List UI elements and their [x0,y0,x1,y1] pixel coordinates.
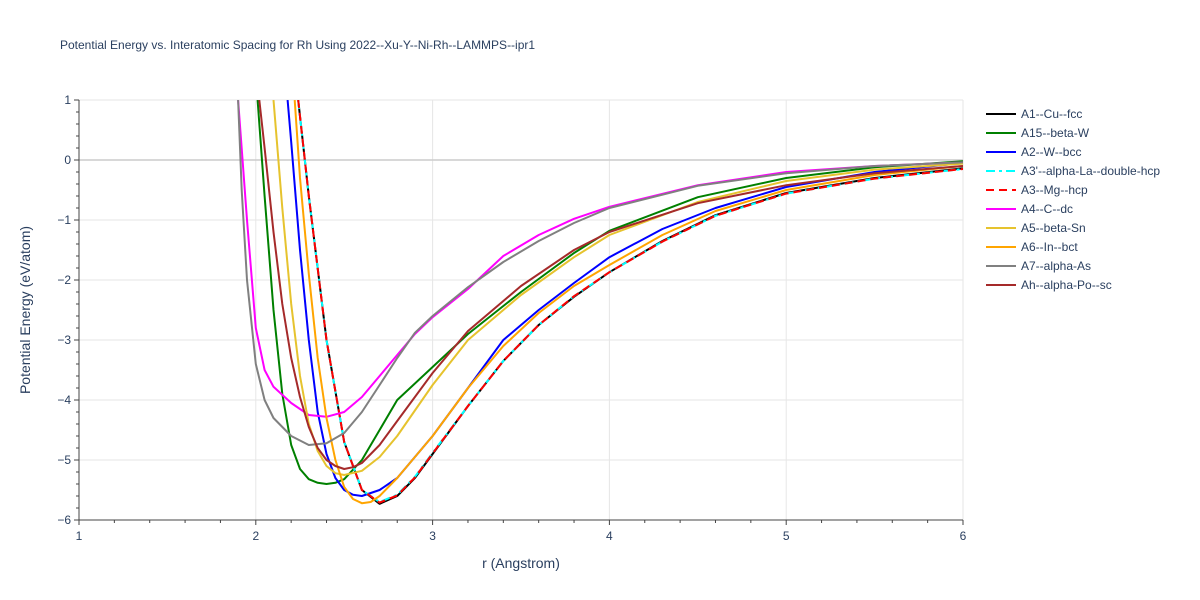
series-layer [237,100,964,505]
legend-item[interactable]: Ah--alpha-Po--sc [986,278,1112,292]
legend-label: A2--W--bcc [1021,145,1081,159]
legend-item[interactable]: A6--In--bct [986,240,1078,254]
x-tick-label: 3 [429,529,436,543]
series-line-a5-beta-sn[interactable] [272,100,964,476]
x-tick-label: 2 [252,529,259,543]
x-tick-label: 4 [606,529,613,543]
y-tick-label: −5 [57,453,71,467]
x-tick-label: 1 [76,529,83,543]
y-tick-label: −4 [57,393,71,407]
y-tick-label: −6 [57,513,71,527]
legend-label: A5--beta-Sn [1021,221,1086,235]
legend-label: A3'--alpha-La--double-hcp [1021,164,1160,178]
legend-label: A15--beta-W [1021,126,1090,140]
x-tick-label: 5 [783,529,790,543]
legend-item[interactable]: A1--Cu--fcc [986,107,1082,121]
legend-label: A6--In--bct [1021,240,1078,254]
chart-title: Potential Energy vs. Interatomic Spacing… [60,38,536,52]
series-line-a15-beta-w[interactable] [256,100,963,485]
x-tick-label: 6 [960,529,967,543]
y-tick-label: 1 [64,93,71,107]
legend-item[interactable]: A15--beta-W [986,126,1090,140]
y-tick-label: −2 [57,273,71,287]
legend-item[interactable]: A7--alpha-As [986,259,1091,273]
legend-item[interactable]: A3--Mg--hcp [986,183,1088,197]
series-line-a7-alpha-as[interactable] [237,100,963,446]
x-axis-title: r (Angstrom) [482,555,560,571]
series-line-a3-mg-hcp[interactable] [297,100,963,504]
legend-label: A4--C--dc [1021,202,1073,216]
legend-label: A3--Mg--hcp [1021,183,1088,197]
legend-label: A7--alpha-As [1021,259,1091,273]
y-axis-title: Potential Energy (eV/atom) [17,226,33,394]
y-tick-label: 0 [64,153,71,167]
y-tick-label: −3 [57,333,71,347]
legend-label: A1--Cu--fcc [1021,107,1082,121]
legend[interactable]: A1--Cu--fcc A15--beta-W A2--W--bcc A3'--alp… [986,107,1160,292]
legend-item[interactable]: A3'--alpha-La--double-hcp [986,164,1160,178]
series-line-ah-alpha-po-sc[interactable] [258,100,963,470]
legend-item[interactable]: A2--W--bcc [986,145,1081,159]
series-line-a6-in-bct[interactable] [293,100,963,505]
legend-label: Ah--alpha-Po--sc [1021,278,1112,292]
grid [79,99,964,521]
y-tick-label: −1 [57,213,71,227]
series-line-a4-c-dc[interactable] [237,100,963,418]
legend-item[interactable]: A4--C--dc [986,202,1073,216]
axes: 1 2 3 4 5 6 1 0 −1 −2 −3 −4 −5 −6 [57,93,966,543]
legend-item[interactable]: A5--beta-Sn [986,221,1086,235]
